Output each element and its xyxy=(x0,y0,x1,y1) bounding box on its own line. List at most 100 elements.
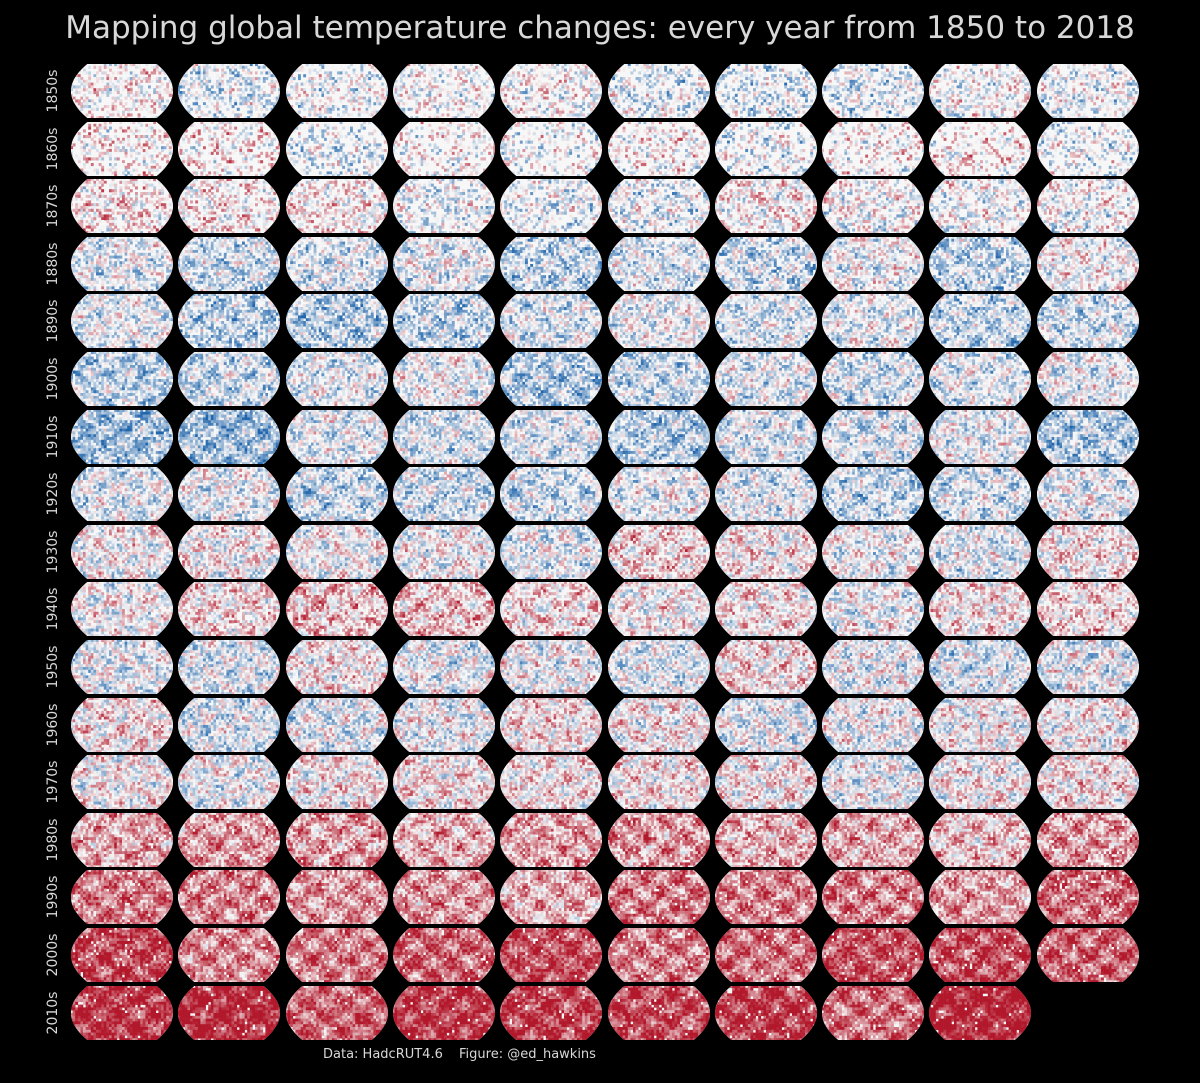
world-map-1952 xyxy=(285,639,389,695)
map-1898 xyxy=(928,293,1032,349)
world-map-1981 xyxy=(177,812,281,868)
world-map-2017 xyxy=(821,985,925,1041)
map-1935 xyxy=(607,524,711,580)
map-1915 xyxy=(607,409,711,465)
map-1922 xyxy=(285,466,389,522)
map-1928 xyxy=(928,466,1032,522)
world-map-1980 xyxy=(70,812,174,868)
world-map-1903 xyxy=(392,351,496,407)
map-2013 xyxy=(392,985,496,1041)
map-1996 xyxy=(714,869,818,925)
map-1863 xyxy=(392,121,496,177)
map-1875 xyxy=(607,178,711,234)
map-1853 xyxy=(392,63,496,119)
map-1904 xyxy=(499,351,603,407)
world-map-1964 xyxy=(499,697,603,753)
world-map-1984 xyxy=(499,812,603,868)
map-2005 xyxy=(607,927,711,983)
world-map-1854 xyxy=(499,63,603,119)
map-1885 xyxy=(607,236,711,292)
map-1867 xyxy=(821,121,925,177)
world-map-1939 xyxy=(1036,524,1140,580)
world-map-1974 xyxy=(499,754,603,810)
world-map-1963 xyxy=(392,697,496,753)
world-map-1872 xyxy=(285,178,389,234)
world-map-1948 xyxy=(928,581,1032,637)
map-1876 xyxy=(714,178,818,234)
decade-label-1970s: 1970s xyxy=(43,752,63,812)
world-map-1876 xyxy=(714,178,818,234)
world-map-1899 xyxy=(1036,293,1140,349)
map-1971 xyxy=(177,754,281,810)
world-map-1947 xyxy=(821,581,925,637)
world-map-1921 xyxy=(177,466,281,522)
map-1879 xyxy=(1036,178,1140,234)
world-map-1917 xyxy=(821,409,925,465)
world-map-1955 xyxy=(607,639,711,695)
map-1872 xyxy=(285,178,389,234)
world-map-1962 xyxy=(285,697,389,753)
map-1919 xyxy=(1036,409,1140,465)
map-2017 xyxy=(821,985,925,1041)
world-map-1953 xyxy=(392,639,496,695)
map-1890 xyxy=(70,293,174,349)
map-1927 xyxy=(821,466,925,522)
world-map-1972 xyxy=(285,754,389,810)
world-map-1855 xyxy=(607,63,711,119)
map-1913 xyxy=(392,409,496,465)
map-1900 xyxy=(70,351,174,407)
world-map-1887 xyxy=(821,236,925,292)
map-1951 xyxy=(177,639,281,695)
map-1960 xyxy=(70,697,174,753)
world-map-1870 xyxy=(70,178,174,234)
map-1909 xyxy=(1036,351,1140,407)
map-2011 xyxy=(177,985,281,1041)
world-map-1993 xyxy=(392,869,496,925)
map-1920 xyxy=(70,466,174,522)
world-map-1907 xyxy=(821,351,925,407)
map-1984 xyxy=(499,812,603,868)
world-map-1914 xyxy=(499,409,603,465)
world-map-1867 xyxy=(821,121,925,177)
world-map-1891 xyxy=(177,293,281,349)
world-map-1919 xyxy=(1036,409,1140,465)
map-1948 xyxy=(928,581,1032,637)
world-map-1852 xyxy=(285,63,389,119)
world-map-1949 xyxy=(1036,581,1140,637)
map-2015 xyxy=(607,985,711,1041)
map-2002 xyxy=(285,927,389,983)
map-1926 xyxy=(714,466,818,522)
world-map-1874 xyxy=(499,178,603,234)
world-map-1961 xyxy=(177,697,281,753)
world-map-1959 xyxy=(1036,639,1140,695)
world-map-1986 xyxy=(714,812,818,868)
world-map-2004 xyxy=(499,927,603,983)
map-1999 xyxy=(1036,869,1140,925)
world-map-1856 xyxy=(714,63,818,119)
map-2009 xyxy=(1036,927,1140,983)
map-1901 xyxy=(177,351,281,407)
map-1939 xyxy=(1036,524,1140,580)
world-map-1892 xyxy=(285,293,389,349)
map-1929 xyxy=(1036,466,1140,522)
map-1869 xyxy=(1036,121,1140,177)
world-map-2010 xyxy=(70,985,174,1041)
world-map-1865 xyxy=(607,121,711,177)
map-1878 xyxy=(928,178,1032,234)
map-2006 xyxy=(714,927,818,983)
world-map-1863 xyxy=(392,121,496,177)
map-1957 xyxy=(821,639,925,695)
decade-label-2010s: 2010s xyxy=(43,983,63,1043)
world-map-1934 xyxy=(499,524,603,580)
world-map-1894 xyxy=(499,293,603,349)
world-map-2005 xyxy=(607,927,711,983)
map-1932 xyxy=(285,524,389,580)
world-map-1950 xyxy=(70,639,174,695)
world-map-1936 xyxy=(714,524,818,580)
map-2004 xyxy=(499,927,603,983)
map-1992 xyxy=(285,869,389,925)
map-1946 xyxy=(714,581,818,637)
map-1942 xyxy=(285,581,389,637)
world-map-1857 xyxy=(821,63,925,119)
world-map-1932 xyxy=(285,524,389,580)
